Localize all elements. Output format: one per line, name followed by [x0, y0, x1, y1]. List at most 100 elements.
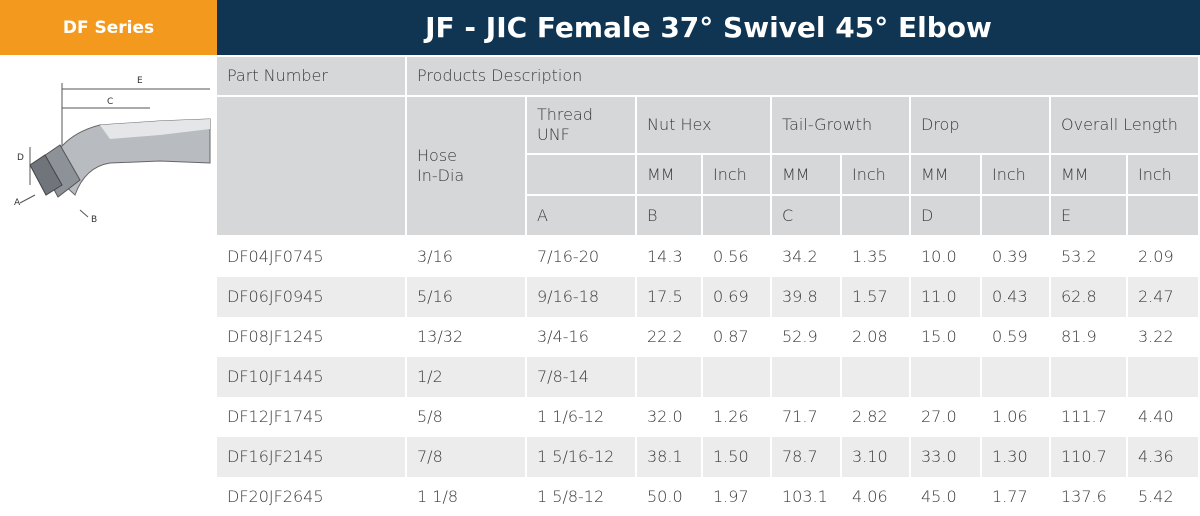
table-cell: 78.7: [772, 437, 842, 477]
table-cell: 11.0: [911, 277, 982, 317]
table-cell: 1.06: [982, 397, 1051, 437]
table-cell: 38.1: [637, 437, 703, 477]
diagram: E C D A B: [14, 76, 211, 225]
table-cell: 62.8: [1051, 277, 1128, 317]
table-cell: 0.39: [982, 237, 1051, 277]
table-cell: 39.8: [772, 277, 842, 317]
header-cell: Inch: [1128, 155, 1200, 196]
table-cell: 34.2: [772, 237, 842, 277]
table-cell: 1.77: [982, 477, 1051, 516]
table-cell: [842, 357, 911, 397]
table-cell: 33.0: [911, 437, 982, 477]
table-cell: 3/4-16: [527, 317, 637, 357]
header-cell: A: [527, 196, 637, 237]
table-cell: 14.3: [637, 237, 703, 277]
table-cell: [772, 357, 842, 397]
header-cell: Part Number: [217, 57, 407, 97]
diagram-label: A: [14, 198, 21, 208]
table-cell: 5/8: [407, 397, 527, 437]
table-cell: 0.43: [982, 277, 1051, 317]
header-cell: MM: [772, 155, 842, 196]
table-cell: 0.59: [982, 317, 1051, 357]
table-cell: 1 5/16-12: [527, 437, 637, 477]
table-cell: 50.0: [637, 477, 703, 516]
table-cell: DF08JF1245: [217, 317, 407, 357]
series-badge: DF Series: [0, 0, 217, 55]
table-cell: 0.56: [703, 237, 772, 277]
table-cell: 32.0: [637, 397, 703, 437]
table-cell: 22.2: [637, 317, 703, 357]
header-cell: Products Description: [407, 57, 1200, 97]
table-cell: 1 5/8-12: [527, 477, 637, 516]
table-cell: [637, 357, 703, 397]
header-cell: E: [1051, 196, 1128, 237]
table-cell: 7/8: [407, 437, 527, 477]
table-cell: DF04JF0745: [217, 237, 407, 277]
table-cell: [1128, 357, 1200, 397]
table-cell: 4.36: [1128, 437, 1200, 477]
table-cell: [1051, 357, 1128, 397]
header-cell: [842, 196, 911, 237]
table-cell: 2.08: [842, 317, 911, 357]
table-cell: 1 1/6-12: [527, 397, 637, 437]
table-cell: 3.22: [1128, 317, 1200, 357]
diagram-label: D: [17, 153, 24, 163]
header-cell: [982, 196, 1051, 237]
table-cell: 137.6: [1051, 477, 1128, 516]
table-cell: 111.7: [1051, 397, 1128, 437]
table-cell: 3.10: [842, 437, 911, 477]
table-cell: 1.30: [982, 437, 1051, 477]
table-cell: 1.97: [703, 477, 772, 516]
header-cell: Overall Length: [1051, 97, 1200, 155]
table-cell: DF12JF1745: [217, 397, 407, 437]
table-cell: [911, 357, 982, 397]
table-cell: 4.06: [842, 477, 911, 516]
table-cell: 4.40: [1128, 397, 1200, 437]
diagram-label: B: [91, 215, 97, 225]
table-cell: 1.50: [703, 437, 772, 477]
table-cell: 17.5: [637, 277, 703, 317]
table-cell: DF10JF1445: [217, 357, 407, 397]
header-cell: Tail-Growth: [772, 97, 911, 155]
table-cell: 2.82: [842, 397, 911, 437]
table-cell: 13/32: [407, 317, 527, 357]
table-cell: 2.09: [1128, 237, 1200, 277]
table-cell: 103.1: [772, 477, 842, 516]
table-cell: 45.0: [911, 477, 982, 516]
table-cell: 1.35: [842, 237, 911, 277]
header-cell: [703, 196, 772, 237]
table-cell: 53.2: [1051, 237, 1128, 277]
header-cell: MM: [637, 155, 703, 196]
diagram-label: C: [107, 97, 113, 107]
table-cell: 7/16-20: [527, 237, 637, 277]
table-cell: 7/8-14: [527, 357, 637, 397]
table-cell: DF16JF2145: [217, 437, 407, 477]
table-cell: 110.7: [1051, 437, 1128, 477]
header-cell: [527, 155, 637, 196]
header-cell: Inch: [703, 155, 772, 196]
table-cell: 10.0: [911, 237, 982, 277]
header-cell: Nut Hex: [637, 97, 772, 155]
table-cell: 71.7: [772, 397, 842, 437]
table-cell: 1 1/8: [407, 477, 527, 516]
table-cell: 3/16: [407, 237, 527, 277]
table-cell: 81.9: [1051, 317, 1128, 357]
table-cell: 5/16: [407, 277, 527, 317]
table-cell: 0.87: [703, 317, 772, 357]
table-cell: 5.42: [1128, 477, 1200, 516]
table-cell: DF06JF0945: [217, 277, 407, 317]
table-cell: 52.9: [772, 317, 842, 357]
table-cell: 1.26: [703, 397, 772, 437]
header-cell: Thread UNF: [527, 97, 637, 155]
diagram-label: E: [137, 76, 143, 86]
table-cell: 9/16-18: [527, 277, 637, 317]
table-cell: DF20JF2645: [217, 477, 407, 516]
header-cell: D: [911, 196, 982, 237]
table-cell: 2.47: [1128, 277, 1200, 317]
table-cell: 1.57: [842, 277, 911, 317]
header-cell: B: [637, 196, 703, 237]
title: JF - JIC Female 37° Swivel 45° Elbow: [217, 0, 1200, 55]
header-cell: Drop: [911, 97, 1051, 155]
header-cell: MM: [911, 155, 982, 196]
header-cell: MM: [1051, 155, 1128, 196]
